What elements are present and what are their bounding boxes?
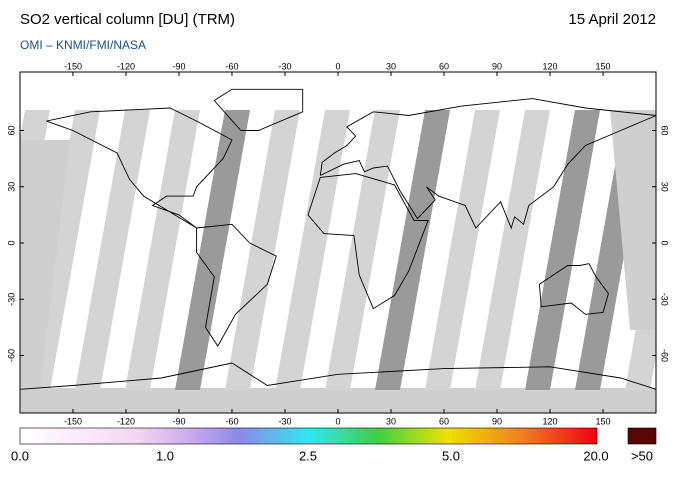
colorbar-label: 0.0: [11, 448, 29, 463]
colorbar-overflow: [627, 427, 657, 445]
lon-label-bottom: -60: [225, 416, 238, 426]
swath: [75, 110, 150, 390]
lat-label-right: 0: [660, 240, 670, 245]
swath: [175, 110, 250, 390]
lat-label-left: 0: [6, 240, 16, 245]
lon-label-top: 150: [596, 61, 611, 71]
lon-label-top: 120: [543, 61, 558, 71]
swath: [20, 140, 70, 390]
lon-label-top: -60: [225, 61, 238, 71]
coastline: [538, 263, 609, 315]
lon-label-bottom: 120: [543, 416, 558, 426]
lon-label-bottom: -120: [117, 416, 135, 426]
swath: [375, 110, 450, 390]
swath: [125, 110, 200, 390]
lat-label-left: 30: [6, 182, 16, 192]
lon-label-top: -30: [278, 61, 291, 71]
coastline: [196, 223, 277, 347]
swath: [425, 110, 500, 390]
lon-label-top: 60: [439, 61, 449, 71]
swath: [325, 110, 400, 390]
colorbar-label: 2.5: [299, 448, 317, 463]
coastline: [20, 362, 656, 390]
colorbar-overflow-label: >50: [631, 448, 653, 463]
polar-gap: [20, 388, 656, 413]
lat-label-right: 30: [660, 182, 670, 192]
lat-label-right: -30: [660, 293, 670, 306]
lon-label-bottom: 60: [439, 416, 449, 426]
lon-label-bottom: -90: [172, 416, 185, 426]
lat-label-right: -60: [660, 349, 670, 362]
lat-label-left: -60: [6, 349, 16, 362]
coastline: [213, 88, 304, 131]
lon-label-bottom: 30: [386, 416, 396, 426]
lat-label-left: -30: [6, 293, 16, 306]
lon-label-top: -90: [172, 61, 185, 71]
swath: [275, 110, 350, 390]
subtitle: OMI – KNMI/FMI/NASA: [20, 38, 146, 52]
swath: [225, 110, 300, 390]
map: [20, 72, 656, 413]
coastline: [46, 107, 233, 229]
lon-label-bottom: 0: [335, 416, 340, 426]
lon-label-top: 90: [492, 61, 502, 71]
colorbar-label: 5.0: [442, 448, 460, 463]
swath: [525, 110, 600, 390]
colorbar: [19, 427, 598, 445]
date: 15 April 2012: [568, 11, 656, 28]
coastline: [307, 173, 429, 310]
lon-label-top: -120: [117, 61, 135, 71]
swath: [475, 110, 550, 390]
lon-label-bottom: -30: [278, 416, 291, 426]
lon-label-bottom: 150: [596, 416, 611, 426]
lon-label-top: 30: [386, 61, 396, 71]
colorbar-label: 1.0: [156, 448, 174, 463]
coastline: [319, 98, 656, 230]
colorbar-label: 20.0: [583, 448, 608, 463]
lat-label-left: 60: [6, 125, 16, 135]
swath: [610, 110, 656, 330]
lon-label-top: -150: [64, 61, 82, 71]
lon-label-top: 0: [335, 61, 340, 71]
title: SO2 vertical column [DU] (TRM): [20, 11, 235, 28]
lon-label-bottom: 90: [492, 416, 502, 426]
lon-label-bottom: -150: [64, 416, 82, 426]
lat-label-right: 60: [660, 125, 670, 135]
